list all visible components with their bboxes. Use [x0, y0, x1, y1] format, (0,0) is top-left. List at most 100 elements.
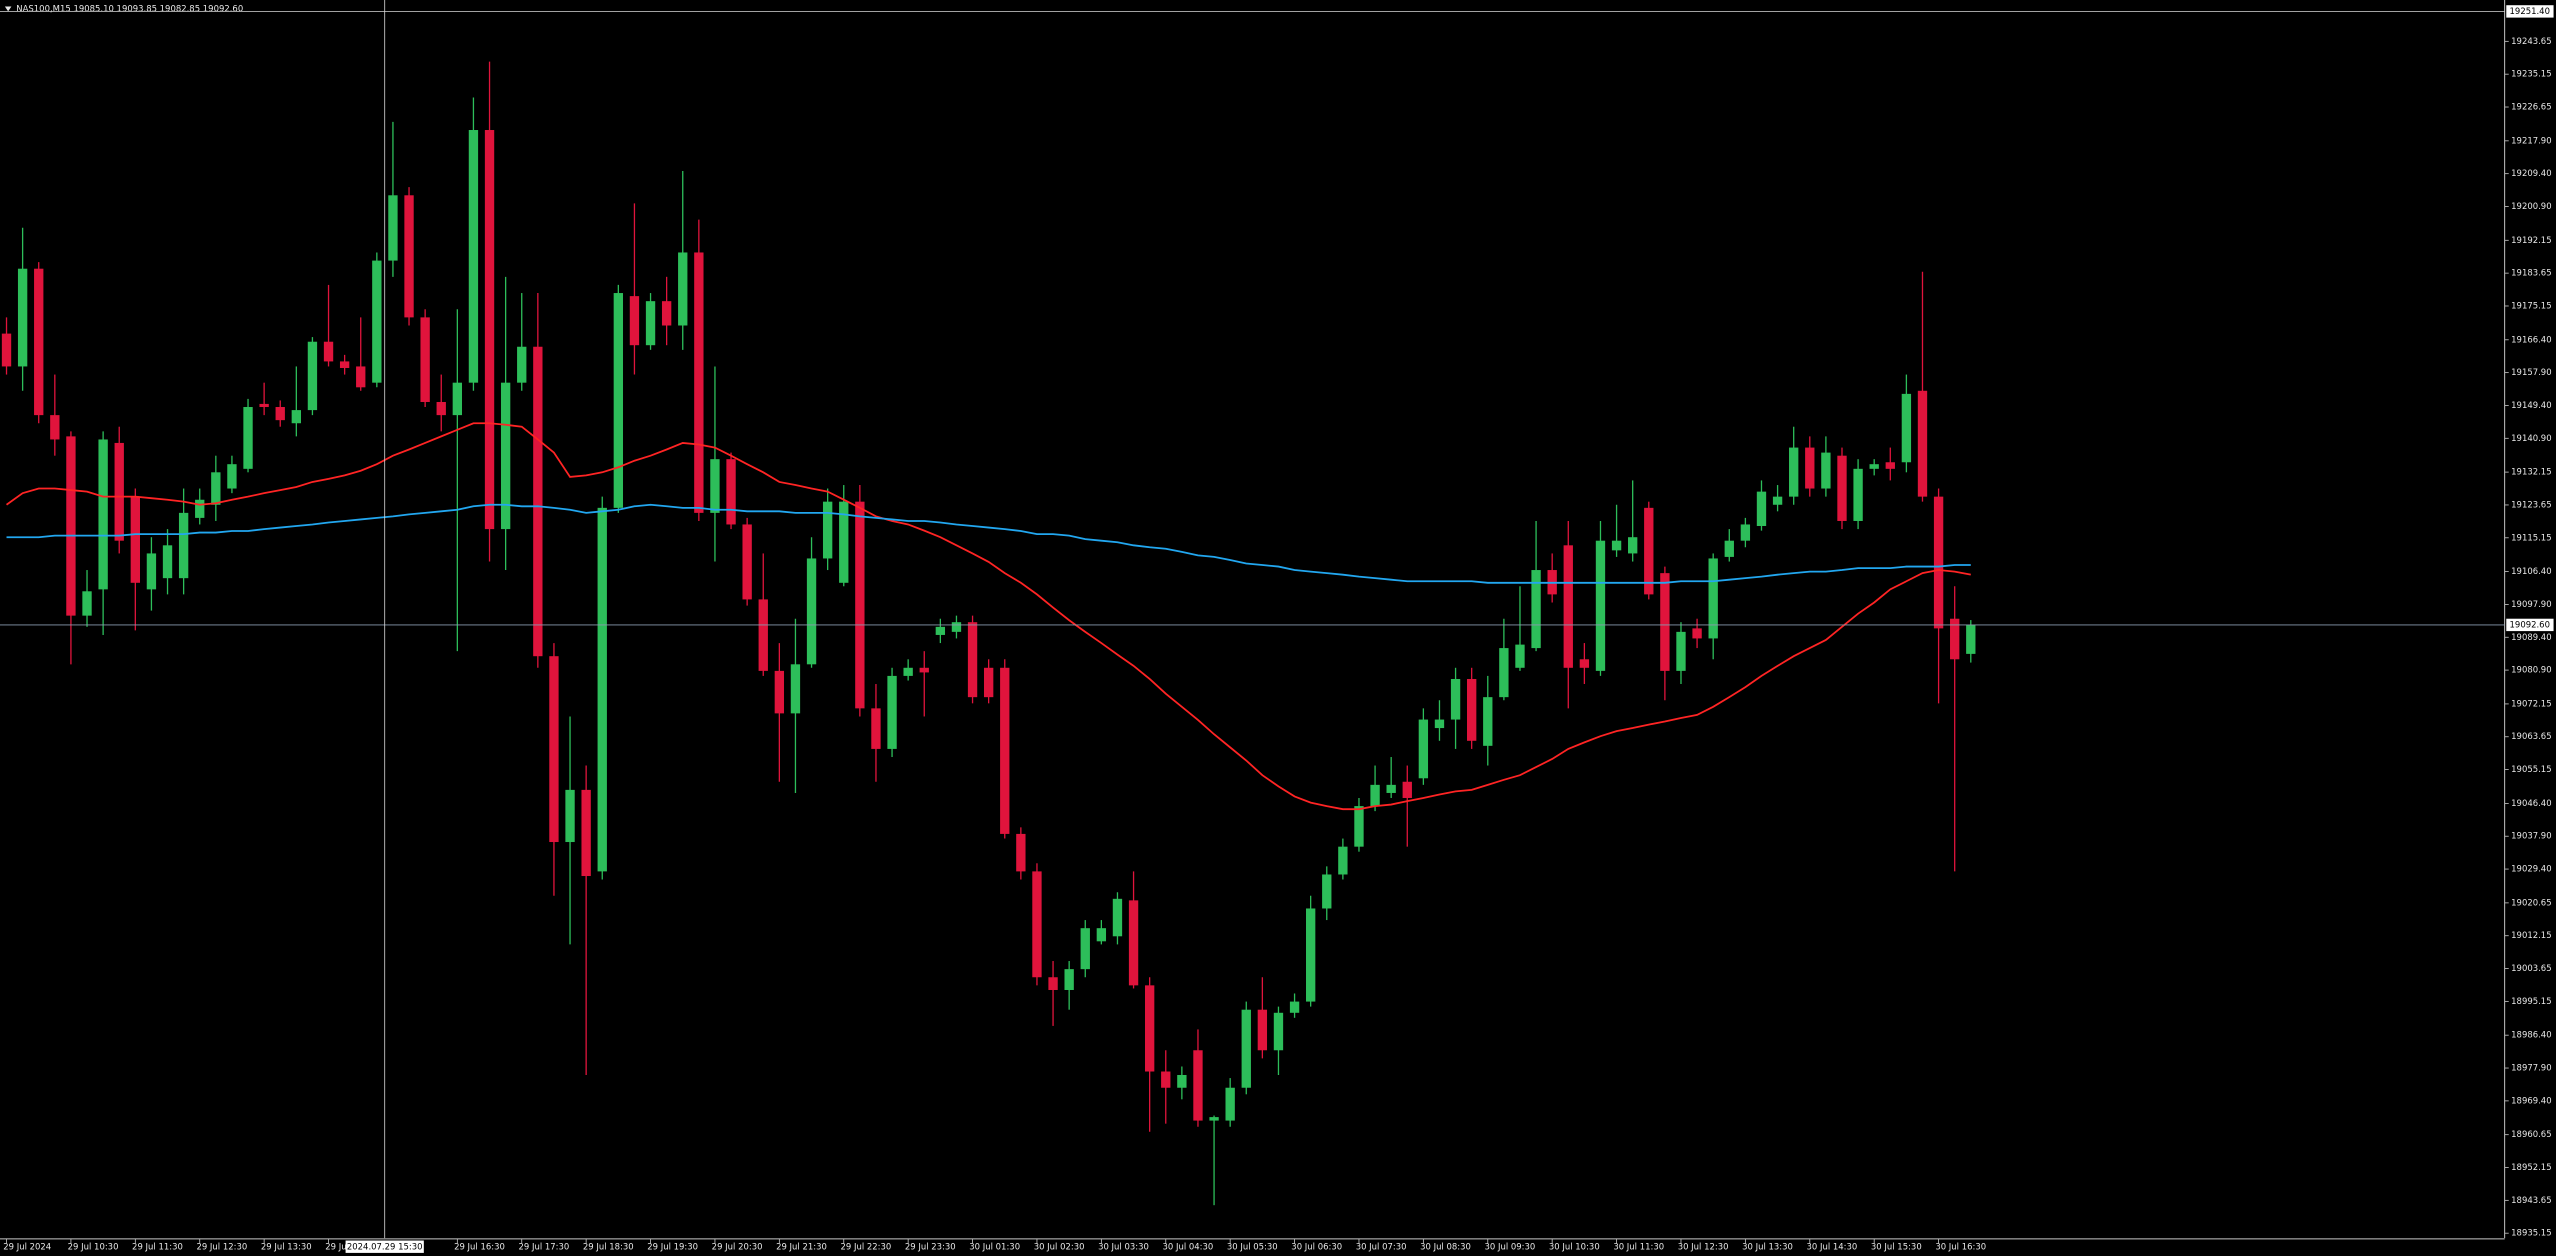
x-tick-label: 30 Jul 01:30	[969, 1242, 1020, 1252]
y-tick-label: 18969.40	[2511, 1095, 2551, 1105]
candle-body	[1933, 496, 1944, 629]
candle-body	[372, 260, 382, 383]
y-tick-label: 19149.40	[2511, 400, 2551, 410]
candle-body	[1354, 806, 1364, 847]
y-tick-label: 19209.40	[2511, 168, 2551, 178]
x-tick-label: 30 Jul 11:30	[1613, 1242, 1664, 1252]
x-tick-label: 30 Jul 16:30	[1935, 1242, 1986, 1252]
candle-body	[1740, 524, 1751, 541]
candle-body	[178, 512, 189, 579]
candle-body	[291, 410, 302, 424]
candle-body	[1289, 1001, 1300, 1013]
candle-body	[1225, 1087, 1235, 1121]
candle-body	[162, 545, 173, 579]
x-tick-label: 30 Jul 14:30	[1807, 1242, 1858, 1252]
y-tick-label: 19012.15	[2511, 930, 2551, 940]
y-tick-label: 19080.90	[2511, 665, 2551, 675]
candle-body	[1805, 447, 1815, 489]
x-tick-label: 30 Jul 05:30	[1227, 1242, 1278, 1252]
candle-body	[1837, 455, 1847, 521]
candle-body	[1611, 540, 1622, 551]
candle-body	[436, 401, 446, 416]
candle-body	[710, 459, 720, 513]
x-tick-label: 29 Jul 18:30	[583, 1242, 634, 1252]
candle-body	[388, 195, 398, 261]
candle-body	[1048, 977, 1058, 990]
y-tick-label: 19157.90	[2511, 367, 2551, 377]
candle-body	[356, 366, 366, 388]
y-tick-label: 19029.40	[2511, 864, 2551, 874]
candle-body	[1660, 573, 1670, 671]
candle-body	[82, 591, 92, 616]
candle-body	[500, 382, 511, 530]
y-tick-label: 19192.15	[2511, 235, 2551, 245]
candle-body	[678, 252, 688, 326]
candle-body	[1273, 1012, 1284, 1051]
candle-body	[1032, 871, 1042, 978]
candle-body	[114, 442, 124, 541]
x-tick-label: 30 Jul 02:30	[1034, 1242, 1085, 1252]
candle-body	[17, 268, 28, 367]
candle-body	[1917, 390, 1928, 497]
candle-body	[1467, 678, 1477, 741]
menu-arrow[interactable]	[4, 6, 12, 12]
candle-body	[1209, 1117, 1219, 1121]
candle-body	[420, 317, 430, 402]
y-tick-label: 18952.15	[2511, 1162, 2551, 1172]
y-tick-label: 19063.65	[2511, 731, 2551, 741]
candle-body	[1692, 628, 1702, 639]
x-tick-label: 29 Jul 16:30	[454, 1242, 505, 1252]
candle-body	[758, 599, 768, 671]
candle-body	[1000, 667, 1010, 834]
candle-body	[1628, 537, 1638, 554]
y-tick-label: 18995.15	[2511, 996, 2551, 1006]
x-tick-label: 29 Jul 23:30	[905, 1242, 956, 1252]
candle-body	[726, 459, 736, 525]
candle-body	[839, 501, 849, 583]
candle-body	[1885, 462, 1895, 469]
y-tick-label: 19217.90	[2511, 135, 2551, 145]
candle-body	[452, 382, 463, 416]
y-tick-label: 19072.15	[2511, 698, 2551, 708]
candle-body	[34, 268, 44, 416]
candle-body	[323, 341, 334, 362]
candle-body	[1370, 784, 1380, 807]
x-tick-label: 30 Jul 15:30	[1871, 1242, 1922, 1252]
candle-body	[1386, 784, 1396, 793]
y-tick-label: 19106.40	[2511, 566, 2551, 576]
candle-body	[1756, 491, 1767, 527]
candle-body	[1531, 570, 1541, 649]
candle-body	[790, 664, 801, 714]
candle-body	[1950, 618, 1960, 660]
y-tick-label: 18935.15	[2511, 1228, 2551, 1238]
candle-body	[1402, 781, 1412, 798]
candle-body	[1708, 558, 1718, 639]
x-tick-label: 29 Jul 17:30	[518, 1242, 569, 1252]
candle-body	[1724, 540, 1734, 557]
candle-body	[243, 407, 253, 469]
candle-body	[1499, 648, 1509, 698]
x-tick-label: 30 Jul 12:30	[1678, 1242, 1729, 1252]
candle-body	[565, 789, 575, 843]
candle-body	[774, 670, 785, 714]
y-tick-label: 19175.15	[2511, 300, 2551, 310]
candle-body	[1434, 719, 1445, 729]
candle-body	[1418, 719, 1429, 779]
x-tick-label: 30 Jul 06:30	[1291, 1242, 1342, 1252]
y-tick-label: 19046.40	[2511, 798, 2551, 808]
candle-body	[1144, 985, 1155, 1072]
y-tick-label: 19226.65	[2511, 102, 2551, 112]
candle-body	[1096, 928, 1107, 942]
candle-body	[1853, 468, 1863, 521]
candle-body	[919, 667, 929, 673]
y-tick-label: 19003.65	[2511, 963, 2551, 973]
y-tick-label: 19089.40	[2511, 632, 2551, 642]
x-tick-label: 29 Jul 20:30	[712, 1242, 763, 1252]
y-tick-label: 19183.65	[2511, 268, 2551, 278]
candle-body	[1772, 496, 1783, 505]
candle-body	[1, 333, 12, 367]
candle-body	[871, 708, 881, 749]
y-tick-label: 19020.65	[2511, 897, 2551, 907]
